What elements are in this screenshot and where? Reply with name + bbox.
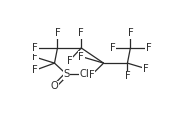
Text: F: F [32, 65, 38, 75]
Text: F: F [110, 43, 115, 53]
Text: F: F [66, 56, 72, 66]
Text: F: F [89, 70, 95, 80]
Text: O: O [51, 81, 58, 91]
Text: F: F [32, 52, 38, 62]
Text: F: F [143, 64, 149, 74]
Text: F: F [127, 28, 133, 38]
Text: F: F [125, 71, 130, 81]
Text: S: S [63, 69, 70, 79]
Text: F: F [78, 52, 84, 62]
Text: F: F [146, 43, 152, 53]
Text: F: F [78, 28, 84, 38]
Text: F: F [55, 28, 60, 38]
Text: F: F [32, 43, 38, 53]
Text: Cl: Cl [79, 69, 89, 79]
